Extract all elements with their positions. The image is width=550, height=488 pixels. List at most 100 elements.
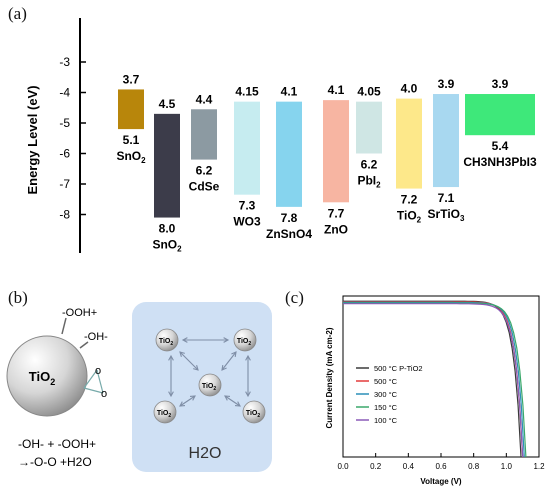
x-tick-label: 0.2 [370,462,382,471]
peroxo-bond-3 [96,369,104,394]
band-material-name: SnO2 [152,238,182,254]
jv-curve [343,302,527,458]
energy-axis-label: Energy Level (eV) [25,85,40,194]
band-material-name: ZnO [324,222,348,236]
band-bar [465,94,535,136]
band-bottom-value: 6.2 [196,164,213,178]
band-bottom-value: 5.4 [492,139,509,153]
oh-bond [79,341,89,349]
tio2-particle-small [233,328,257,352]
band-bottom-value: 7.7 [328,206,345,220]
arrow-head [234,401,241,407]
band-top-value: 3.7 [123,72,140,86]
legend-label: 500 °C P-TiO2 [374,364,423,373]
jv-curve [343,300,522,458]
arrow-head [193,365,199,371]
tio2-particle-small-label: TiO2 [246,410,261,419]
reaction-line-2: →-O-O +H2O [18,455,92,469]
arrow-head [181,337,188,343]
energy-tick-label: -6 [59,147,70,161]
arrow-head [168,391,174,398]
band-bar [234,101,260,195]
motion-arrow [224,395,241,407]
reaction-line-1: -OH- + -OOH+ [18,437,96,451]
band-material-name: WO3 [233,215,261,229]
band-material-name: CdSe [189,180,220,194]
panel-label-a: (a) [8,4,27,23]
h2o-label: H2O [189,445,222,462]
band-material-name: CH3NH3PbI3 [463,155,537,169]
tio2-particle-small [153,400,177,424]
y-axis-label: Current Density (mA cm-2) [325,327,334,428]
band-top-value: 4.0 [401,82,418,96]
peroxo-o-1: o [95,365,101,377]
panel-label-b: (b) [8,288,28,307]
tio2-particle-small [242,400,266,424]
motion-arrow [179,395,196,407]
x-axis-label: Voltage (V) [420,477,462,486]
band-top-value: 4.1 [328,83,345,97]
band-material-name: TiO2 [397,209,422,225]
tio2-particle-small [198,373,222,397]
motion-arrow [221,351,237,371]
energy-tick-label: -5 [59,116,70,130]
arrow-head [179,351,185,357]
band-material-name: SnO2 [116,149,146,165]
arrow-head [168,354,174,361]
x-tick-label: 0.8 [468,462,480,471]
band-bottom-value: 8.0 [159,222,176,236]
arrow-head [224,395,231,401]
energy-tick-label: -4 [59,86,70,100]
arrow-head [223,337,230,343]
arrow-head [221,364,227,371]
band-bar [356,101,382,154]
band-bar [433,94,459,188]
ooh-bond [61,317,67,335]
band-top-value: 3.9 [438,77,455,91]
jv-curve [343,301,525,458]
tio2-particle-small-label: TiO2 [159,338,174,347]
band-bottom-value: 7.3 [239,199,256,213]
band-top-value: 4.4 [196,92,213,106]
peroxo-bond-1 [83,369,98,389]
band-bar [396,98,422,189]
panel-label-c: (c) [285,288,304,307]
energy-tick-label: -3 [59,55,70,69]
energy-level-diagram: Energy Level (eV) -3 -4 -5 -6 -7 -8 3.7 5.1 SnO… [25,18,537,254]
band-material-name: SrTiO3 [428,207,465,223]
band-bottom-value: 7.2 [401,193,418,207]
legend-label: 300 °C [374,390,398,399]
tio2-particle-small-label: TiO2 [237,338,252,347]
x-tick-label: 0.4 [403,462,415,471]
arrow-head [189,395,196,401]
band-bottom-value: 7.1 [438,191,455,205]
x-tick-label: 1.0 [501,462,513,471]
band-top-value: 4.05 [357,85,381,99]
x-tick-label: 1.2 [533,462,545,471]
jv-curve [343,301,524,458]
tio2-particle-small-label: TiO2 [157,410,172,419]
tio2-particle-small-label: TiO2 [202,383,217,392]
jv-curve [343,303,524,458]
peroxo-bond-2 [83,387,104,394]
band-top-value: 3.9 [492,77,509,91]
band-material-name: ZnSnO4 [266,227,312,241]
band-bottom-value: 7.8 [281,211,298,225]
band-bar [118,89,144,130]
tio2-schematic: TiO2 -OOH+ -OH- o o -OH- + -OOH+ →-O-O +… [6,302,272,472]
tio2-particle-label: TiO2 [29,369,55,387]
band-bar [154,113,180,218]
tio2-particle-small [155,328,179,352]
band-top-value: 4.15 [235,85,259,99]
band-bottom-value: 6.2 [361,158,378,172]
band-top-value: 4.1 [281,85,298,99]
peroxo-o-2: o [101,388,107,400]
legend-label: 500 °C [374,377,398,386]
band-bar [191,109,217,160]
band-bar [276,101,302,207]
band-material-name: PbI2 [357,174,381,190]
jv-chart: Current Density (mA cm-2) 0.0 0.2 0.4 0.6 0.… [325,295,545,486]
arrow-head [231,351,237,358]
arrow-head [245,354,251,361]
arrow-head [245,391,251,398]
